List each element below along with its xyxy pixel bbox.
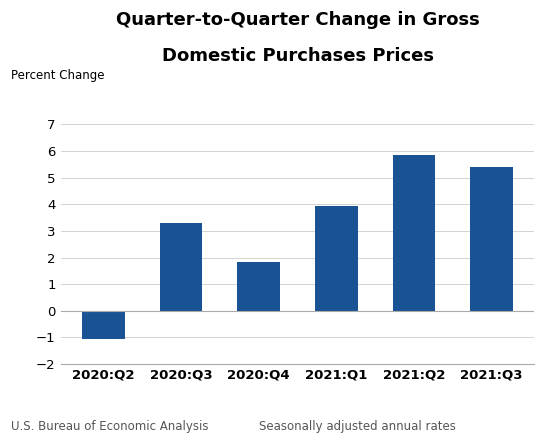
Bar xyxy=(82,311,125,339)
Bar xyxy=(237,262,280,311)
Text: Percent Change: Percent Change xyxy=(11,69,105,82)
Bar xyxy=(393,155,435,311)
Bar xyxy=(160,223,202,311)
Text: Quarter-to-Quarter Change in Gross: Quarter-to-Quarter Change in Gross xyxy=(116,11,479,29)
Text: Domestic Purchases Prices: Domestic Purchases Prices xyxy=(161,47,434,65)
Text: Seasonally adjusted annual rates: Seasonally adjusted annual rates xyxy=(259,420,456,433)
Text: U.S. Bureau of Economic Analysis: U.S. Bureau of Economic Analysis xyxy=(11,420,208,433)
Bar xyxy=(315,206,358,311)
Bar xyxy=(470,167,513,311)
